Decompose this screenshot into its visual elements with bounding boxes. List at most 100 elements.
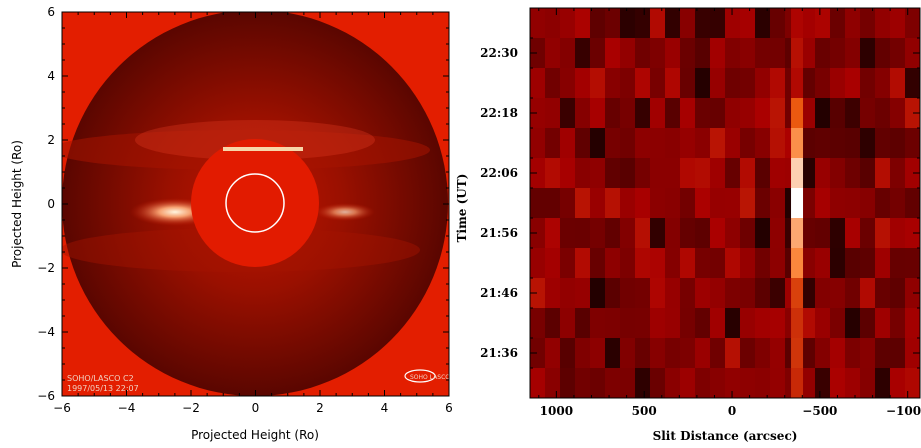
heatmap-cell: [605, 308, 621, 339]
heatmap-cell: [575, 248, 591, 279]
heatmap-cell: [740, 338, 756, 369]
left-x-tick-label: 2: [316, 401, 324, 415]
heatmap-cell: [650, 218, 666, 249]
heatmap-cell: [905, 128, 921, 159]
left-x-tick-label: −6: [53, 401, 71, 415]
heatmap-cell: [845, 338, 861, 369]
slit-marker: [223, 147, 303, 151]
heatmap-cell: [530, 68, 546, 99]
heatmap-cell: [575, 158, 591, 189]
heatmap-cell: [530, 248, 546, 279]
heatmap-cell: [530, 278, 546, 309]
heatmap-cell: [680, 248, 696, 279]
heatmap-cell: [830, 338, 846, 369]
right-y-tick-label: 21:46: [480, 286, 518, 300]
right-x-axis-label: Slit Distance (arcsec): [653, 429, 798, 443]
heatmap-cell: [830, 248, 846, 279]
heatmap-cell: [845, 98, 861, 129]
heatmap-cell: [890, 368, 906, 399]
heatmap-cell: [545, 308, 561, 339]
heatmap-cell: [905, 68, 921, 99]
heatmap-cell: [575, 308, 591, 339]
heatmap-cell: [905, 278, 921, 309]
heatmap-cell: [650, 158, 666, 189]
heatmap-cell: [635, 158, 651, 189]
heatmap-cell: [830, 38, 846, 69]
heatmap-cell: [560, 338, 576, 369]
bright-column-cell: [791, 338, 804, 369]
heatmap-cell: [665, 218, 681, 249]
heatmap-cell: [815, 128, 831, 159]
left-x-tick-label: 0: [252, 401, 260, 415]
heatmap-cell: [905, 218, 921, 249]
heatmap-cell: [830, 68, 846, 99]
heatmap-cell: [770, 38, 786, 69]
heatmap-cell: [590, 248, 606, 279]
heatmap-cell: [830, 8, 846, 39]
heatmap-cell: [755, 368, 771, 399]
heatmap-cell: [605, 278, 621, 309]
heatmap-cell: [770, 338, 786, 369]
heatmap-cell: [770, 278, 786, 309]
heatmap-cell: [590, 278, 606, 309]
heatmap-cell: [800, 248, 816, 279]
heatmap-cell: [740, 188, 756, 219]
heatmap-cell: [605, 368, 621, 399]
heatmap-cell: [740, 98, 756, 129]
heatmap-cell: [665, 98, 681, 129]
heatmap-cell: [770, 368, 786, 399]
lasco-logo: SOHO LASCO: [404, 369, 450, 383]
heatmap-cell: [530, 218, 546, 249]
heatmap-cell: [710, 38, 726, 69]
heatmap-cell: [905, 368, 921, 399]
heatmap-cell: [575, 338, 591, 369]
heatmap-cell: [755, 218, 771, 249]
heatmap-cell: [605, 68, 621, 99]
heatmap-cell: [635, 218, 651, 249]
heatmap-cell: [725, 38, 741, 69]
heatmap-cell: [575, 68, 591, 99]
heatmap-cell: [710, 8, 726, 39]
heatmap-cell: [590, 338, 606, 369]
heatmap-cell: [560, 278, 576, 309]
bright-column-cell: [791, 368, 804, 399]
bright-column-cell: [791, 38, 804, 69]
heatmap-cell: [710, 158, 726, 189]
heatmap-cell: [530, 128, 546, 159]
right-x-tick-label: −500: [802, 404, 837, 418]
heatmap-cell: [755, 68, 771, 99]
heatmap-cell: [905, 158, 921, 189]
heatmap-cell: [635, 278, 651, 309]
right-y-tick-label: 22:30: [480, 46, 518, 60]
heatmap-cell: [620, 308, 636, 339]
heatmap-cell: [725, 8, 741, 39]
heatmap-cell: [560, 188, 576, 219]
heatmap-cell: [800, 368, 816, 399]
bright-column-cell: [791, 188, 804, 219]
heatmap-cell: [800, 278, 816, 309]
heatmap-cell: [530, 158, 546, 189]
right-x-tick-label: 500: [632, 404, 657, 418]
heatmap-cell: [680, 158, 696, 189]
heatmap-cell: [680, 38, 696, 69]
heatmap-cell: [530, 8, 546, 39]
heatmap-cell: [605, 8, 621, 39]
heatmap-cell: [665, 38, 681, 69]
heatmap-cell: [620, 368, 636, 399]
heatmap-cell: [830, 128, 846, 159]
heatmap-cell: [560, 68, 576, 99]
heatmap-cell: [590, 308, 606, 339]
heatmap-cell: [710, 278, 726, 309]
heatmap-cell: [680, 308, 696, 339]
heatmap-cell: [725, 128, 741, 159]
bright-column-cell: [791, 128, 804, 159]
heatmap-cell: [740, 248, 756, 279]
heatmap-cell: [905, 8, 921, 39]
left-y-tick-label: 2: [47, 133, 55, 147]
right-frame: [529, 7, 921, 399]
heatmap-cell: [680, 278, 696, 309]
heatmap-cell: [560, 98, 576, 129]
bright-column-cell: [791, 158, 804, 189]
heatmap-cell: [815, 98, 831, 129]
